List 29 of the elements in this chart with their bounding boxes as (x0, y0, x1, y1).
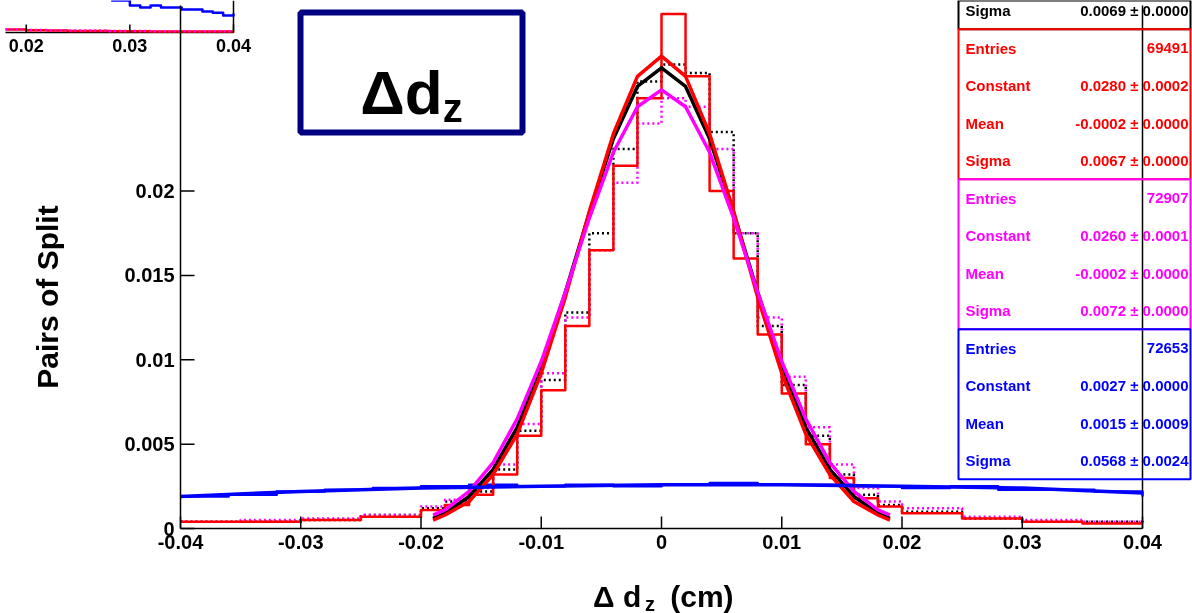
text: Sigma 0.0568 ± 0.0024 (965, 452, 1189, 469)
text: Mean -0.0002 ± 0.0000 (965, 264, 1189, 282)
text: Sigma 0.0067 ± 0.0000 (965, 152, 1189, 169)
x-tick-label: 0.04 (1123, 530, 1163, 553)
text: Mean -0.0002 ± 0.0000 (965, 114, 1189, 132)
y-tick-label: 0.005 (124, 433, 175, 456)
x-tick-label: 0.01 (762, 530, 802, 553)
x-tick-label: 0.02 (882, 530, 922, 553)
text: Constant 0.0280 ± 0.0002 (965, 77, 1189, 94)
x-tick-label: 0.03 (112, 35, 148, 56)
x-tick-label: 0.04 (215, 35, 252, 56)
y-tick-label: 0.02 (135, 180, 175, 203)
y-tick-label: 0.01 (135, 348, 175, 371)
text: Sigma 0.0072 ± 0.0000 (965, 302, 1189, 319)
x-tick-label: 0 (655, 530, 668, 553)
text: Constant 0.0027 ± 0.0000 (965, 377, 1189, 394)
x-tick-label: -0.02 (398, 530, 444, 553)
x-tick-label: 0.02 (8, 35, 44, 56)
text: Sigma 0.0069 ± 0.0000 (965, 2, 1189, 19)
y-axis-title: Pairs of Split (31, 205, 64, 389)
x-tick-label: -0.03 (277, 530, 324, 553)
y-tick-label: 0.015 (124, 264, 175, 287)
text: Mean 0.0015 ± 0.0009 (965, 414, 1189, 432)
text: Entries 69491 (965, 39, 1189, 57)
text: Entries 72907 (965, 189, 1189, 207)
text: Entries 72653 (965, 339, 1189, 357)
x-tick-label: -0.01 (518, 530, 565, 553)
text: Constant 0.0260 ± 0.0001 (965, 227, 1189, 244)
x-tick-label: 0.03 (1002, 530, 1042, 553)
